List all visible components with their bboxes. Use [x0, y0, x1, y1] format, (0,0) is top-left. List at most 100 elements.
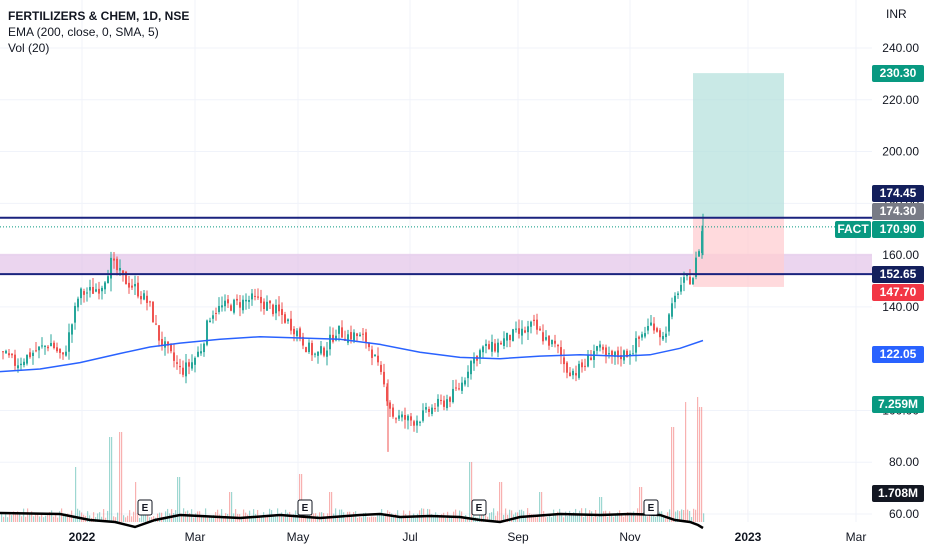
volume-bar	[149, 517, 151, 522]
candle-body	[431, 407, 433, 414]
volume-bar	[525, 517, 527, 522]
candle-body	[173, 352, 175, 361]
candle-body	[644, 333, 646, 337]
volume-bar	[691, 517, 693, 522]
volume-bar	[161, 512, 163, 522]
volume-bar	[253, 509, 255, 522]
candle-body	[695, 257, 697, 278]
candle-body	[686, 275, 688, 277]
candle-body	[503, 338, 505, 346]
candle-body	[473, 357, 475, 364]
volume-bar	[279, 514, 281, 522]
candle-body	[455, 387, 457, 389]
time-tick-label: Mar	[846, 530, 867, 544]
candle-body	[95, 289, 97, 292]
volume-bar	[375, 516, 377, 522]
volume-bar	[433, 516, 435, 522]
volume-bar	[31, 511, 33, 522]
volume-bar	[329, 492, 331, 522]
time-tick-label: Jul	[402, 530, 417, 544]
volume-bar	[673, 427, 675, 522]
volume-bar	[59, 511, 61, 522]
volume-bar	[309, 509, 311, 522]
volume-bar	[201, 515, 203, 522]
volume-bar	[537, 516, 539, 522]
volume-bars	[1, 397, 705, 522]
volume-bar	[531, 514, 533, 522]
volume-bar	[135, 482, 137, 522]
earnings-event-box	[137, 499, 153, 516]
candle-body	[443, 400, 445, 407]
ema-indicator-label[interactable]: EMA (200, close, 0, SMA, 5)	[8, 25, 159, 39]
volume-bar	[545, 517, 547, 522]
volume-bar	[43, 517, 45, 522]
volume-bar	[663, 516, 665, 522]
volume-ma-badge: 1.708M	[872, 485, 924, 502]
chart-legend: FERTILIZERS & CHEM, 1D, NSE EMA (200, cl…	[8, 8, 189, 56]
candle-body	[116, 258, 118, 271]
candle-body	[299, 328, 301, 339]
volume-bar	[223, 517, 225, 522]
candle-body	[587, 355, 589, 367]
volume-bar	[401, 516, 403, 522]
candle-body	[572, 370, 574, 376]
volume-bar	[79, 510, 81, 522]
candle-body	[230, 305, 232, 311]
volume-bar	[49, 511, 51, 522]
volume-bar	[265, 515, 267, 522]
candle-body	[350, 332, 352, 340]
volume-bar	[639, 487, 641, 522]
symbol-title[interactable]: FERTILIZERS & CHEM, 1D, NSE	[8, 9, 190, 23]
volume-bar	[273, 515, 275, 522]
candle-body	[527, 326, 529, 333]
candle-body	[677, 293, 679, 296]
volume-indicator-label[interactable]: Vol (20)	[8, 41, 50, 55]
candle-body	[656, 328, 658, 332]
candle-body	[590, 357, 592, 361]
volume-bar	[687, 509, 689, 522]
volume-bar	[643, 512, 645, 522]
volume-bar	[371, 516, 373, 522]
candlestick-series	[2, 213, 704, 452]
candle-body	[134, 283, 136, 287]
candle-body	[323, 347, 325, 356]
volume-bar	[551, 517, 553, 522]
candle-body	[5, 350, 7, 354]
volume-bar	[565, 511, 567, 522]
volume-bar	[213, 514, 215, 522]
price-tick-label: 80.00	[889, 455, 919, 469]
earnings-event-box	[471, 499, 487, 516]
candle-body	[59, 348, 61, 353]
candle-body	[482, 346, 484, 353]
candle-body	[509, 335, 511, 341]
candle-body	[467, 371, 469, 379]
volume-bar	[9, 512, 11, 522]
candle-body	[137, 282, 139, 297]
volume-bar	[353, 512, 355, 522]
volume-bar	[27, 508, 29, 522]
candle-body	[77, 298, 79, 308]
candle-body	[158, 325, 160, 341]
candle-body	[500, 342, 502, 345]
volume-bar	[697, 397, 699, 522]
candle-body	[35, 350, 37, 352]
candle-body	[491, 341, 493, 352]
candle-body	[452, 388, 454, 403]
volume-bar	[567, 516, 569, 522]
volume-bar	[275, 516, 277, 522]
volume-bar	[583, 517, 585, 522]
volume-bar	[685, 402, 687, 522]
price-tick-label: 60.00	[889, 507, 919, 521]
candle-body	[683, 277, 685, 283]
volume-bar	[417, 513, 419, 522]
volume-bar	[297, 513, 299, 522]
volume-bar	[139, 517, 141, 522]
volume-bar	[119, 432, 121, 522]
candle-body	[278, 304, 280, 312]
candle-body	[536, 319, 538, 330]
candle-body	[680, 284, 682, 292]
candle-body	[32, 352, 34, 356]
support-price-badge: 152.65	[872, 266, 924, 283]
volume-bar	[291, 517, 293, 522]
